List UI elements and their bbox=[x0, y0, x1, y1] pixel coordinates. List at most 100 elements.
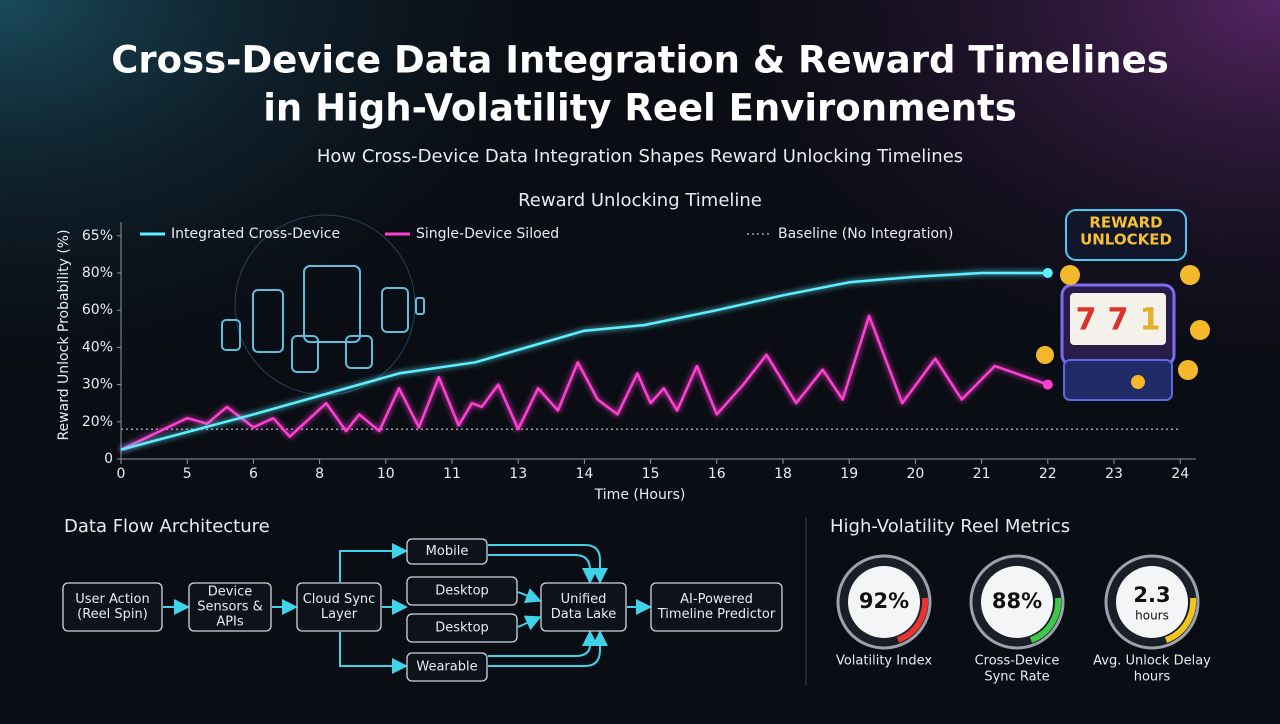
x-tick-label: 21 bbox=[973, 466, 991, 482]
gauge-value: 92% bbox=[859, 589, 909, 613]
y-tick-label: 40% bbox=[82, 339, 113, 355]
node-label: Desktop bbox=[435, 584, 489, 599]
end-marker bbox=[1042, 268, 1053, 278]
x-tick-label: 18 bbox=[774, 466, 792, 482]
node-box bbox=[296, 582, 382, 632]
gauge-arc bbox=[1029, 597, 1062, 643]
x-tick-label: 23 bbox=[1105, 466, 1123, 482]
node-label: Sensors & bbox=[197, 600, 263, 615]
series-line bbox=[120, 271, 1048, 451]
gauge-label: hours bbox=[1134, 670, 1171, 685]
x-tick-label: 20 bbox=[906, 466, 924, 482]
x-tick-label: 19 bbox=[840, 466, 858, 482]
y-tick-label: 20% bbox=[82, 414, 113, 430]
gauge-face bbox=[1116, 566, 1188, 638]
gauge-label: Avg. Unlock Delay bbox=[1093, 654, 1211, 669]
arrow bbox=[517, 588, 542, 603]
node-label: Unified bbox=[561, 592, 607, 607]
arrow bbox=[488, 630, 598, 657]
x-axis-title: Time (Hours) bbox=[594, 487, 686, 503]
node-label: APIs bbox=[216, 615, 244, 630]
subtitle: How Cross-Device Data Integration Shapes… bbox=[317, 146, 963, 167]
node-label: Data Lake bbox=[551, 607, 616, 622]
node-label: Desktop bbox=[435, 621, 489, 636]
end-marker bbox=[1042, 379, 1053, 390]
node-box bbox=[188, 582, 272, 632]
slot-reel: 7 bbox=[1108, 303, 1129, 338]
node-box bbox=[406, 613, 518, 643]
gauge-label: Cross-Device bbox=[975, 654, 1060, 669]
slot-reel: 1 bbox=[1140, 303, 1161, 338]
gauge-unit: hours bbox=[1135, 609, 1169, 623]
gauge-value: 88% bbox=[992, 589, 1042, 613]
gauge-arc bbox=[896, 597, 929, 643]
node-label: (Reel Spin) bbox=[77, 607, 148, 622]
flow-node: Wearable bbox=[406, 652, 488, 682]
node-label: Device bbox=[208, 585, 252, 600]
y-tick-label: 80% bbox=[82, 265, 113, 281]
node-label: AI-Powered bbox=[680, 592, 753, 607]
x-tick-label: 10 bbox=[377, 466, 395, 482]
x-tick-label: 11 bbox=[443, 466, 461, 482]
flow-node: Mobile bbox=[406, 538, 488, 565]
gauge-arc bbox=[1164, 597, 1197, 643]
gauge-face bbox=[848, 566, 920, 638]
arrow bbox=[488, 554, 598, 584]
y-tick-label: 60% bbox=[82, 302, 113, 318]
x-tick-label: 14 bbox=[575, 466, 593, 482]
arrow bbox=[339, 632, 408, 674]
badge-text: REWARD bbox=[1089, 214, 1162, 232]
legend-label: Single-Device Siloed bbox=[416, 226, 559, 242]
node-box bbox=[406, 538, 488, 565]
y-tick-label: 0 bbox=[104, 451, 113, 467]
node-label: Timeline Predictor bbox=[657, 607, 776, 622]
legend-label: Integrated Cross-Device bbox=[171, 226, 340, 242]
node-box bbox=[406, 576, 518, 606]
flow-node: User Action(Reel Spin) bbox=[62, 582, 163, 632]
section-title: Data Flow Architecture bbox=[64, 516, 270, 537]
flow-node: Desktop bbox=[406, 576, 518, 606]
x-tick-label: 5 bbox=[183, 466, 192, 482]
x-tick-label: 6 bbox=[249, 466, 258, 482]
y-tick-label: 30% bbox=[82, 377, 113, 393]
section-title: High-Volatility Reel Metrics bbox=[830, 516, 1070, 537]
glow-left bbox=[0, 0, 640, 420]
x-tick-label: 24 bbox=[1171, 466, 1189, 482]
slot-machine bbox=[1036, 209, 1210, 401]
arrow bbox=[339, 543, 408, 582]
arrow bbox=[488, 544, 608, 584]
x-tick-label: 22 bbox=[1039, 466, 1057, 482]
slot-reel: 7 bbox=[1076, 303, 1097, 338]
node-label: Mobile bbox=[426, 544, 469, 559]
y-tick-label: 65% bbox=[82, 228, 113, 244]
legend-label: Baseline (No Integration) bbox=[778, 226, 953, 242]
title-line: Cross-Device Data Integration & Reward T… bbox=[111, 39, 1168, 82]
gauge-label: Sync Rate bbox=[984, 670, 1049, 685]
arrow bbox=[517, 615, 542, 631]
gauge-value: 2.3 bbox=[1133, 583, 1170, 607]
node-box bbox=[650, 582, 783, 632]
node-label: User Action bbox=[75, 592, 149, 607]
flow-node: Desktop bbox=[406, 613, 518, 643]
title-line: in High-Volatility Reel Environments bbox=[263, 87, 1017, 130]
x-tick-label: 8 bbox=[315, 466, 324, 482]
node-label: Wearable bbox=[416, 660, 477, 675]
chart-title: Reward Unlocking Timeline bbox=[518, 190, 762, 211]
x-tick-label: 16 bbox=[708, 466, 726, 482]
x-tick-label: 0 bbox=[117, 466, 126, 482]
badge-text: UNLOCKED bbox=[1080, 231, 1172, 249]
series-line bbox=[120, 314, 1049, 451]
y-axis-title: Reward Unlock Probability (%) bbox=[56, 229, 72, 440]
x-tick-label: 13 bbox=[509, 466, 527, 482]
node-label: Layer bbox=[321, 607, 358, 622]
node-label: Cloud Sync bbox=[303, 592, 376, 607]
chart: 0 20% 30% 40% 60% 80% 65% 0 5 6 8 10 11 13 14 15 16 18 19 2… bbox=[82, 222, 1196, 482]
gauge-label: Volatility Index bbox=[836, 654, 932, 669]
